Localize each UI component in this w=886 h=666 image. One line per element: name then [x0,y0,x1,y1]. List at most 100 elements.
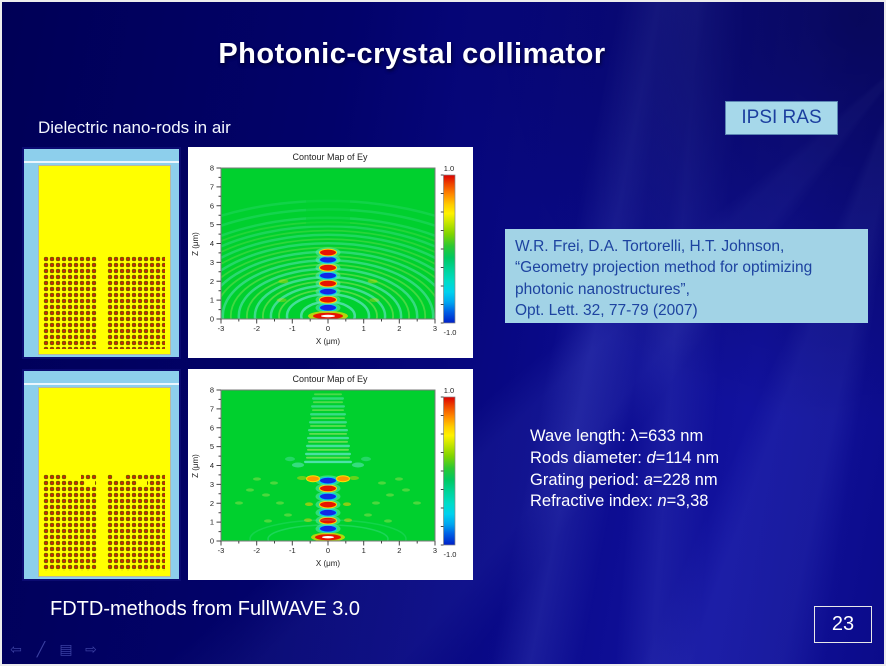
param-label: Refractive index: [530,492,658,511]
structure-image-initial [22,147,181,359]
y-tick: 1 [210,296,214,305]
y-tick: 7 [210,182,214,191]
y-tick: 4 [210,239,214,248]
y-tick: 8 [210,164,214,173]
citation-line: photonic nanostructures”, [515,280,690,298]
contour-plot-initial-svg: Contour Map of Ey [191,152,457,346]
y-tick: 6 [210,423,214,432]
slide-menu-icon[interactable]: ▤ [59,641,73,657]
plot-ylabel: Z (μm) [191,454,200,478]
plot-ylabel: Z (μm) [191,232,200,256]
y-tick-labels: 0 1 2 3 4 5 6 7 8 [210,164,214,324]
subtitle-dielectric-nanorods: Dielectric nano-rods in air [38,118,231,137]
param-symbol: d [646,448,656,467]
previous-slide-icon[interactable]: ⇦ [10,641,22,657]
citation-box: W.R. Frei, D.A. Tortorelli, H.T. Johnson… [505,229,868,323]
y-tick: 0 [210,315,214,324]
y-tick-labels: 0 1 2 3 4 5 6 7 8 [210,386,214,546]
page-number: 23 [831,613,855,635]
structure-dielectric-region [38,165,171,355]
contour-plot-optimized: Contour Map of Ey [188,369,473,580]
rod-defect [85,480,95,486]
structure-top-line [24,383,179,385]
rod-array-right [107,256,165,349]
x-tick: -2 [253,324,260,333]
param-value: =3,38 [666,492,709,511]
y-tick: 6 [210,201,214,210]
ipsi-ras-label: IPSI RAS [741,107,822,128]
colorbar-ticks [440,396,444,546]
plot-title: Contour Map of Ey [292,374,368,384]
colorbar-max-label: 1.0 [444,164,454,173]
param-symbol: λ [630,427,639,445]
footer-fdtd-note: FDTD-methods from FullWAVE 3.0 [50,598,361,620]
ipsi-ras-badge: IPSI RAS [725,101,838,135]
param-value: =228 nm [652,470,718,489]
y-tick: 2 [210,499,214,508]
x-tick: -3 [218,546,225,555]
citation-line: “Geometry projection method for optimizi… [515,259,813,277]
x-tick: 2 [397,324,401,333]
param-refractive-index: Refractive index: n=3,38 [530,491,719,513]
x-tick: 1 [362,546,366,555]
pen-tool-icon[interactable]: ╱ [36,641,46,657]
colorbar [443,396,456,546]
page-title: Photonic-crystal collimator [218,38,606,70]
param-label: Rods diameter: [530,448,647,467]
x-tick: 0 [326,546,330,555]
standing-wave-chain [297,475,359,541]
y-tick: 5 [210,220,214,229]
x-tick: -2 [253,546,260,555]
rod-defect [113,474,125,480]
y-tick: 7 [210,404,214,413]
y-tick: 2 [210,277,214,286]
colorbar-ticks [440,174,444,324]
y-tick: 5 [210,442,214,451]
axis-ticks [216,389,436,546]
plot-xlabel: X (μm) [316,337,340,346]
colorbar [443,174,456,324]
param-rod-diameter: Rods diameter: d=114 nm [530,448,719,470]
param-label: Grating period: [530,470,644,489]
structure-top-line [24,161,179,163]
param-symbol: a [643,470,653,489]
x-tick: -1 [289,546,296,555]
plot-title: Contour Map of Ey [292,152,368,162]
rod-array-right [107,474,165,571]
citation-line: W.R. Frei, D.A. Tortorelli, H.T. Johnson… [515,238,785,255]
x-tick: 2 [397,546,401,555]
y-tick: 0 [210,537,214,546]
colorbar-min-label: -1.0 [444,328,457,337]
param-value: =114 nm [655,448,720,467]
structure-dielectric-region [38,387,171,577]
x-tick: -1 [289,324,296,333]
x-tick-labels: -3 -2 -1 0 1 2 3 [218,546,437,555]
y-tick: 4 [210,461,214,470]
rod-defect [137,480,147,486]
rod-array-left [43,256,97,349]
param-label: Wave length: [530,427,631,445]
citation-line: Opt. Lett. 32, 77-79 (2007) [515,302,698,320]
contour-field-collimated [235,393,421,541]
colorbar-min-label: -1.0 [444,550,457,559]
x-tick-labels: -3 -2 -1 0 1 2 3 [218,324,437,333]
collimated-stripes [304,393,352,464]
rod-array-left [43,474,97,571]
x-tick: 3 [433,324,437,333]
param-grating-period: Grating period: a=228 nm [530,470,719,492]
contour-plot-initial: Contour Map of Ey [188,147,473,358]
presentation-nav: ⇦ ╱ ▤ ⇨ [8,641,99,657]
page-number-box: 23 [814,606,872,643]
y-tick: 3 [210,258,214,267]
plot-xlabel: X (μm) [316,559,340,568]
y-tick: 3 [210,480,214,489]
y-tick: 8 [210,386,214,395]
next-slide-icon[interactable]: ⇨ [85,641,97,657]
rod-defect [67,474,81,480]
x-tick: 0 [326,324,330,333]
contour-plot-optimized-svg: Contour Map of Ey [191,374,457,568]
side-speckles [235,477,421,523]
x-tick: 3 [433,546,437,555]
param-value: =633 nm [638,427,704,445]
